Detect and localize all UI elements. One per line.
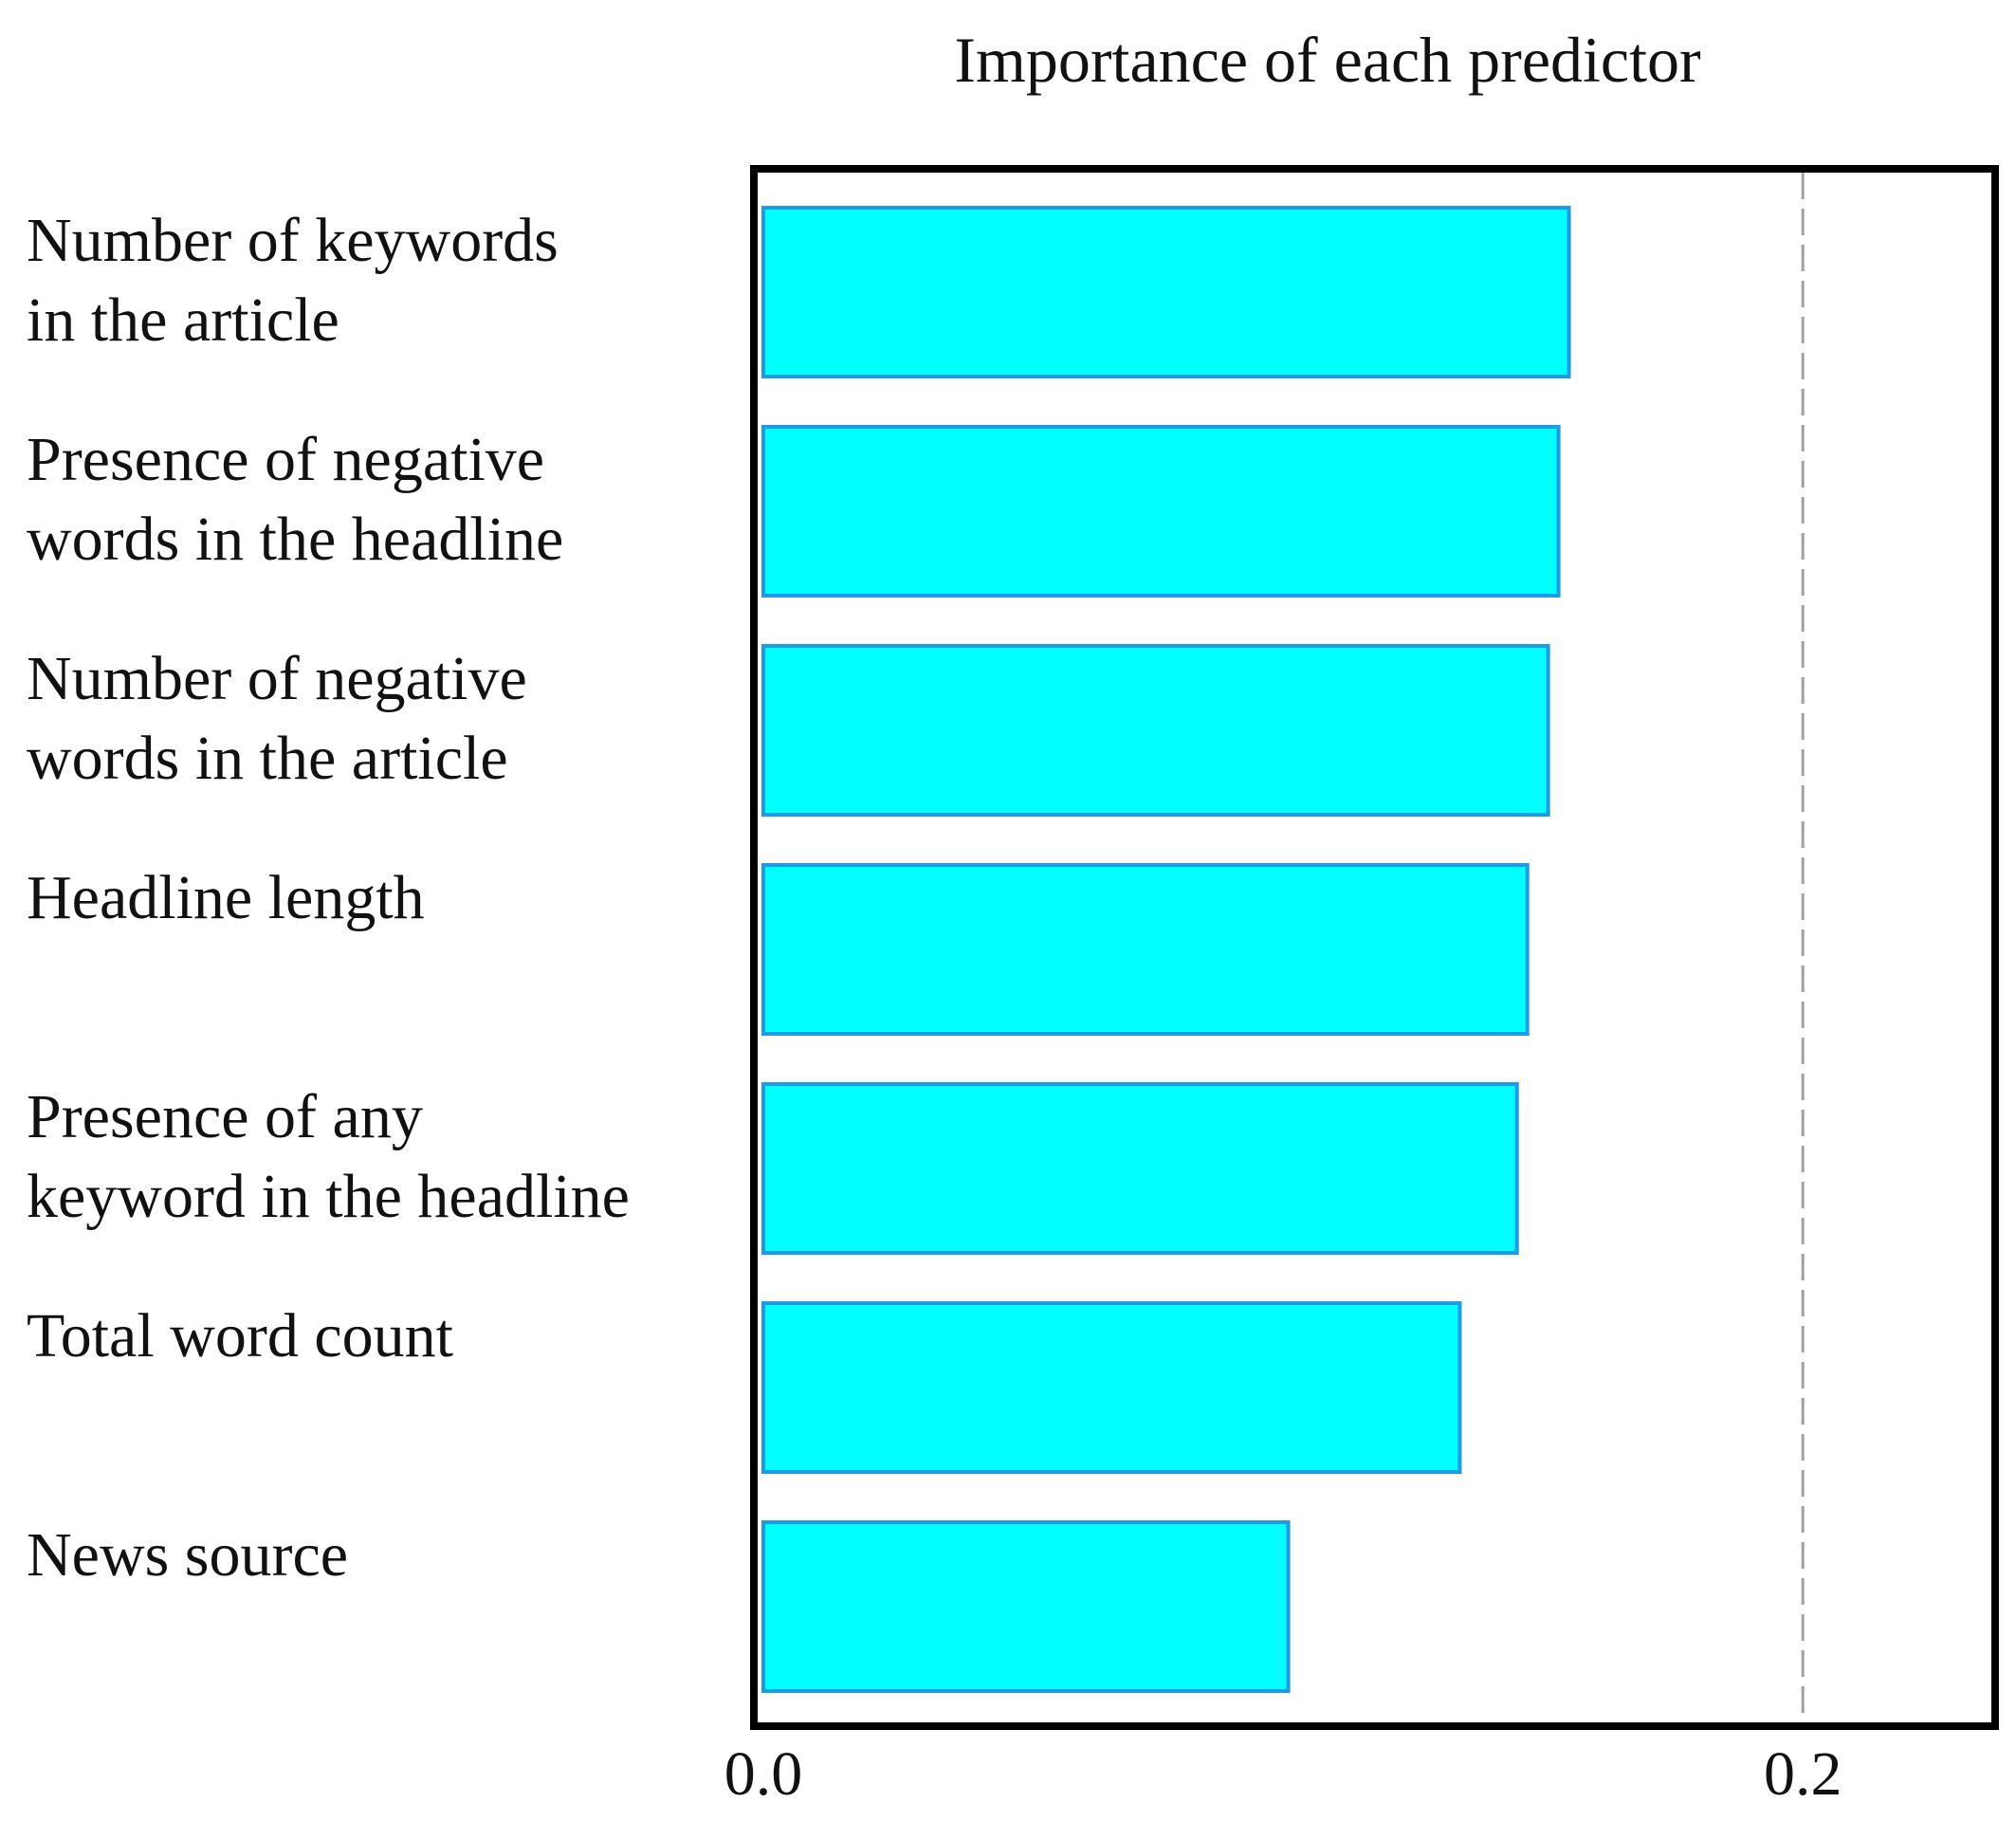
x-tick-label: 0.2	[1764, 1739, 1842, 1809]
plot-frame	[750, 165, 1999, 1730]
chart-title: Importance of each predictor	[954, 24, 1701, 96]
bar	[761, 644, 1550, 817]
x-tick-label: 0.0	[724, 1739, 803, 1809]
category-label: Headline length	[27, 863, 425, 932]
x-axis-ticks-layer: 0.0 0.2	[724, 1739, 1842, 1809]
category-label: Presence of negative words in the headlin…	[27, 425, 563, 574]
bar	[761, 206, 1571, 378]
category-label: News source	[27, 1520, 348, 1590]
bar	[761, 425, 1561, 598]
bars-layer	[761, 206, 1571, 1693]
bar	[761, 1520, 1291, 1693]
bar	[761, 1082, 1519, 1255]
category-labels-layer: Number of keywords in the article Presence…	[27, 206, 630, 1590]
bar	[761, 1301, 1462, 1474]
category-label: Number of keywords in the article	[27, 206, 559, 355]
bar	[761, 863, 1530, 1036]
category-label: Total word count	[27, 1301, 453, 1370]
category-label: Presence of any keyword in the headline	[27, 1082, 630, 1231]
category-label: Number of negative words in the article	[27, 644, 527, 793]
